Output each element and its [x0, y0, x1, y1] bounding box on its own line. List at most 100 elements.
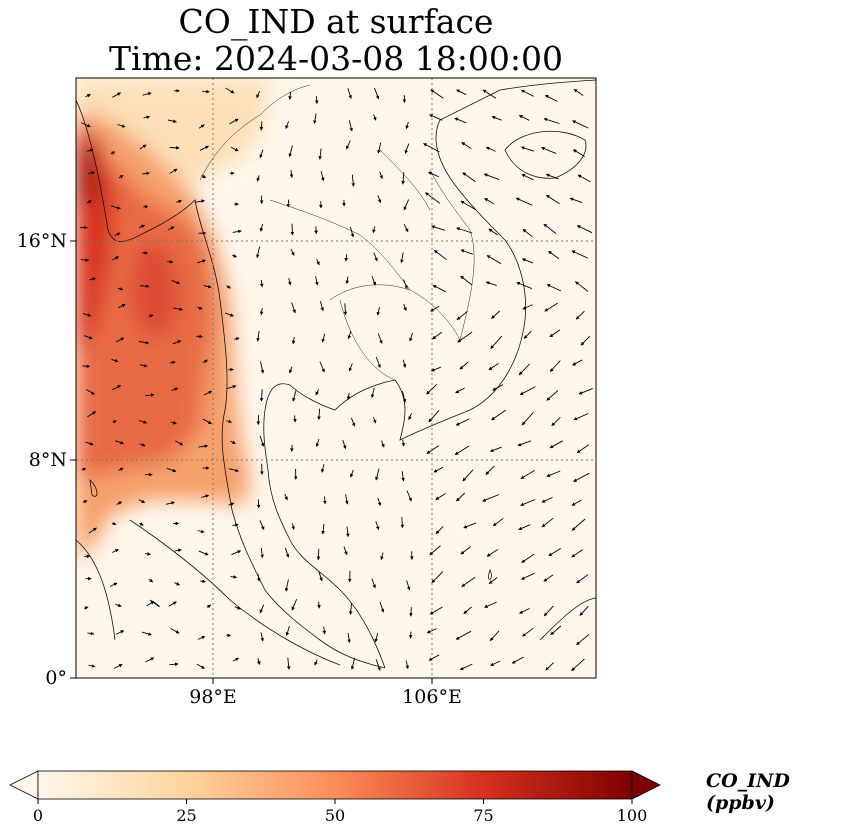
wind-arrow	[289, 366, 293, 374]
wind-arrow	[346, 526, 350, 538]
wind-arrow	[343, 303, 348, 316]
wind-arrow	[202, 418, 212, 425]
wind-arrow	[409, 332, 413, 342]
wind-arrow	[578, 388, 593, 395]
wind-arrow	[460, 200, 477, 211]
wind-arrow	[201, 174, 207, 179]
wind-arrow	[285, 625, 290, 636]
wind-arrow	[347, 88, 352, 99]
wind-arrow	[82, 499, 88, 504]
wind-arrow	[576, 574, 589, 584]
wind-arrow	[429, 114, 443, 121]
wind-arrow	[406, 580, 411, 591]
wind-arrow	[379, 171, 383, 180]
wind-arrow	[401, 172, 405, 185]
wind-arrow	[543, 574, 554, 582]
wind-arrow	[232, 657, 240, 662]
wind-arrow	[321, 523, 325, 535]
wind-arrow	[549, 329, 561, 338]
wind-arrow	[428, 409, 440, 423]
wind-arrow	[577, 174, 591, 183]
wind-arrow	[371, 276, 377, 286]
wind-arrow	[430, 366, 441, 372]
wind-arrow	[490, 335, 503, 349]
wind-arrow	[287, 277, 292, 286]
wind-arrow	[482, 494, 500, 502]
wind-arrow	[544, 94, 558, 102]
wind-arrow	[293, 415, 297, 423]
wind-arrow	[548, 250, 560, 260]
wind-arrow	[454, 117, 467, 124]
wind-arrow	[169, 168, 178, 174]
wind-arrow	[200, 579, 206, 584]
wind-arrow	[234, 606, 242, 610]
wind-arrow	[431, 571, 444, 584]
wind-arrow	[343, 546, 348, 556]
wind-arrow	[256, 246, 261, 259]
wind-arrow	[88, 527, 97, 534]
wind-arrow	[146, 601, 155, 607]
wind-arrow	[400, 252, 404, 264]
wind-arrow	[522, 304, 533, 310]
wind-arrow	[543, 117, 560, 124]
wind-arrow	[318, 571, 323, 582]
wind-arrow	[377, 333, 383, 344]
wind-arrow	[286, 199, 291, 208]
wind-arrow	[286, 657, 291, 670]
wind-arrow	[459, 663, 473, 671]
wind-arrow	[138, 224, 146, 229]
wind-arrow	[117, 124, 126, 128]
wind-arrow	[573, 472, 590, 482]
wind-arrow	[549, 360, 561, 372]
wind-arrow	[313, 113, 317, 125]
wind-arrow	[492, 384, 504, 391]
wind-arrow	[291, 523, 295, 530]
wind-arrow	[376, 307, 381, 316]
wind-arrow	[317, 408, 321, 421]
wind-arrow	[350, 657, 356, 670]
wind-arrow	[430, 305, 440, 312]
wind-arrow	[518, 363, 530, 376]
lat-tick-label-0: 0°	[45, 667, 67, 689]
wind-arrow	[114, 232, 121, 237]
wind-arrow	[81, 467, 87, 472]
wind-arrow	[321, 333, 326, 343]
wind-arrow	[346, 140, 351, 150]
wind-arrow	[580, 335, 591, 346]
wind-arrow	[170, 628, 180, 634]
colorbar-gradient	[37, 770, 633, 800]
wind-arrow	[485, 146, 496, 152]
wind-arrow	[112, 420, 117, 424]
wind-arrow	[575, 310, 585, 320]
wind-arrow	[232, 229, 242, 234]
wind-arrow	[345, 494, 349, 505]
country-borders	[199, 84, 475, 381]
lat-tick-label-16: 16°N	[16, 230, 67, 252]
wind-arrow	[426, 628, 437, 634]
wind-arrow	[546, 470, 561, 477]
wind-arrow	[201, 494, 210, 498]
wind-arrow	[111, 521, 117, 526]
wind-arrow	[545, 662, 554, 671]
wind-arrow	[571, 250, 588, 259]
wind-arrow	[323, 496, 327, 505]
map-title-line2: Time: 2024-03-08 18:00:00	[109, 39, 563, 78]
wind-arrow	[202, 89, 210, 94]
wind-arrow	[463, 522, 477, 529]
wind-arrow	[491, 409, 506, 421]
wind-arrow	[403, 279, 408, 290]
wind-arrow	[284, 493, 288, 501]
wind-arrow	[234, 337, 240, 341]
lon-tick-label-98: 98°E	[189, 686, 237, 708]
wind-arrow	[544, 302, 558, 312]
wind-arrow	[460, 249, 474, 255]
wind-arrow	[455, 630, 472, 640]
wind-arrow	[375, 659, 381, 671]
wind-arrow	[540, 146, 557, 155]
wind-arrow	[315, 276, 319, 286]
colorbar-extend-low	[9, 770, 39, 800]
wind-arrow	[226, 633, 232, 638]
wind-arrow	[351, 174, 355, 187]
map-frame	[75, 77, 597, 679]
wind-arrow	[401, 471, 405, 482]
